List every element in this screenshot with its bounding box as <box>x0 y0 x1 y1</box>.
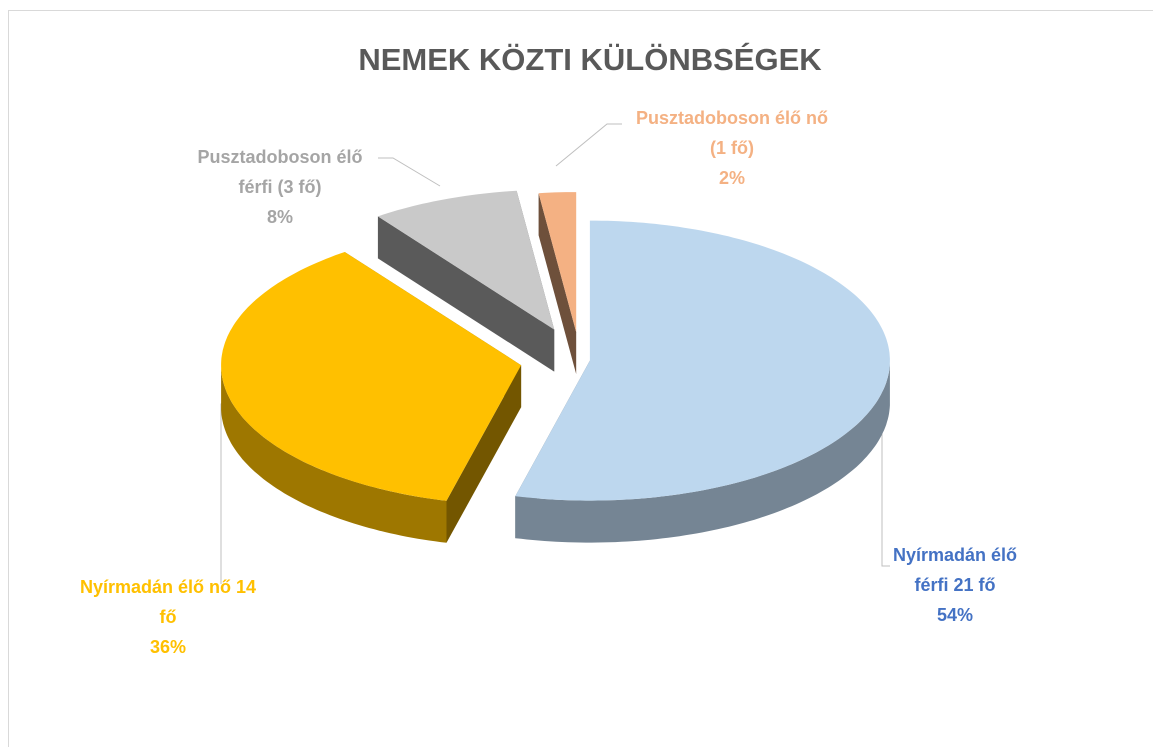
leader-line <box>378 157 441 187</box>
label-category: Nyírmadán élő nő 14 fő <box>79 577 257 627</box>
label-value: 8% <box>266 207 293 227</box>
slice-outer-wall <box>515 360 890 543</box>
slice-top <box>221 252 522 501</box>
data-label: Pusztadoboson élő nő (1 fő) 2% <box>632 103 832 193</box>
label-category: Pusztadoboson élő férfi (3 fő) <box>197 147 363 197</box>
chart-title: NEMEK KÖZTI KÜLÖNBSÉGEK <box>358 42 822 77</box>
slice <box>221 252 522 543</box>
pie <box>221 190 890 543</box>
label-value: 54% <box>936 605 974 625</box>
label-value: 36% <box>149 637 187 657</box>
slice-edge-wall <box>446 365 522 543</box>
slice <box>515 220 890 543</box>
slice <box>538 192 577 375</box>
label-category: Pusztadoboson élő nő (1 fő) <box>636 108 828 158</box>
slice-edge-wall <box>377 216 555 372</box>
slice-top <box>377 190 555 330</box>
data-label: Pusztadoboson élő férfi (3 fő) 8% <box>180 142 380 232</box>
slice-outer-wall <box>221 365 447 543</box>
slice <box>377 190 555 372</box>
leader-line <box>220 399 225 584</box>
slice-edge-wall <box>538 193 577 375</box>
label-category: Nyírmadán élő férfi 21 fő <box>892 545 1018 595</box>
slice-top <box>538 192 577 333</box>
slice-top <box>515 220 890 501</box>
leader-line <box>555 123 622 167</box>
label-value: 2% <box>718 168 745 188</box>
data-label: Nyírmadán élő nő 14 fő 36% <box>70 572 266 662</box>
chart-border <box>8 10 1153 747</box>
data-label: Nyírmadán élő férfi 21 fő 54% <box>875 540 1035 630</box>
